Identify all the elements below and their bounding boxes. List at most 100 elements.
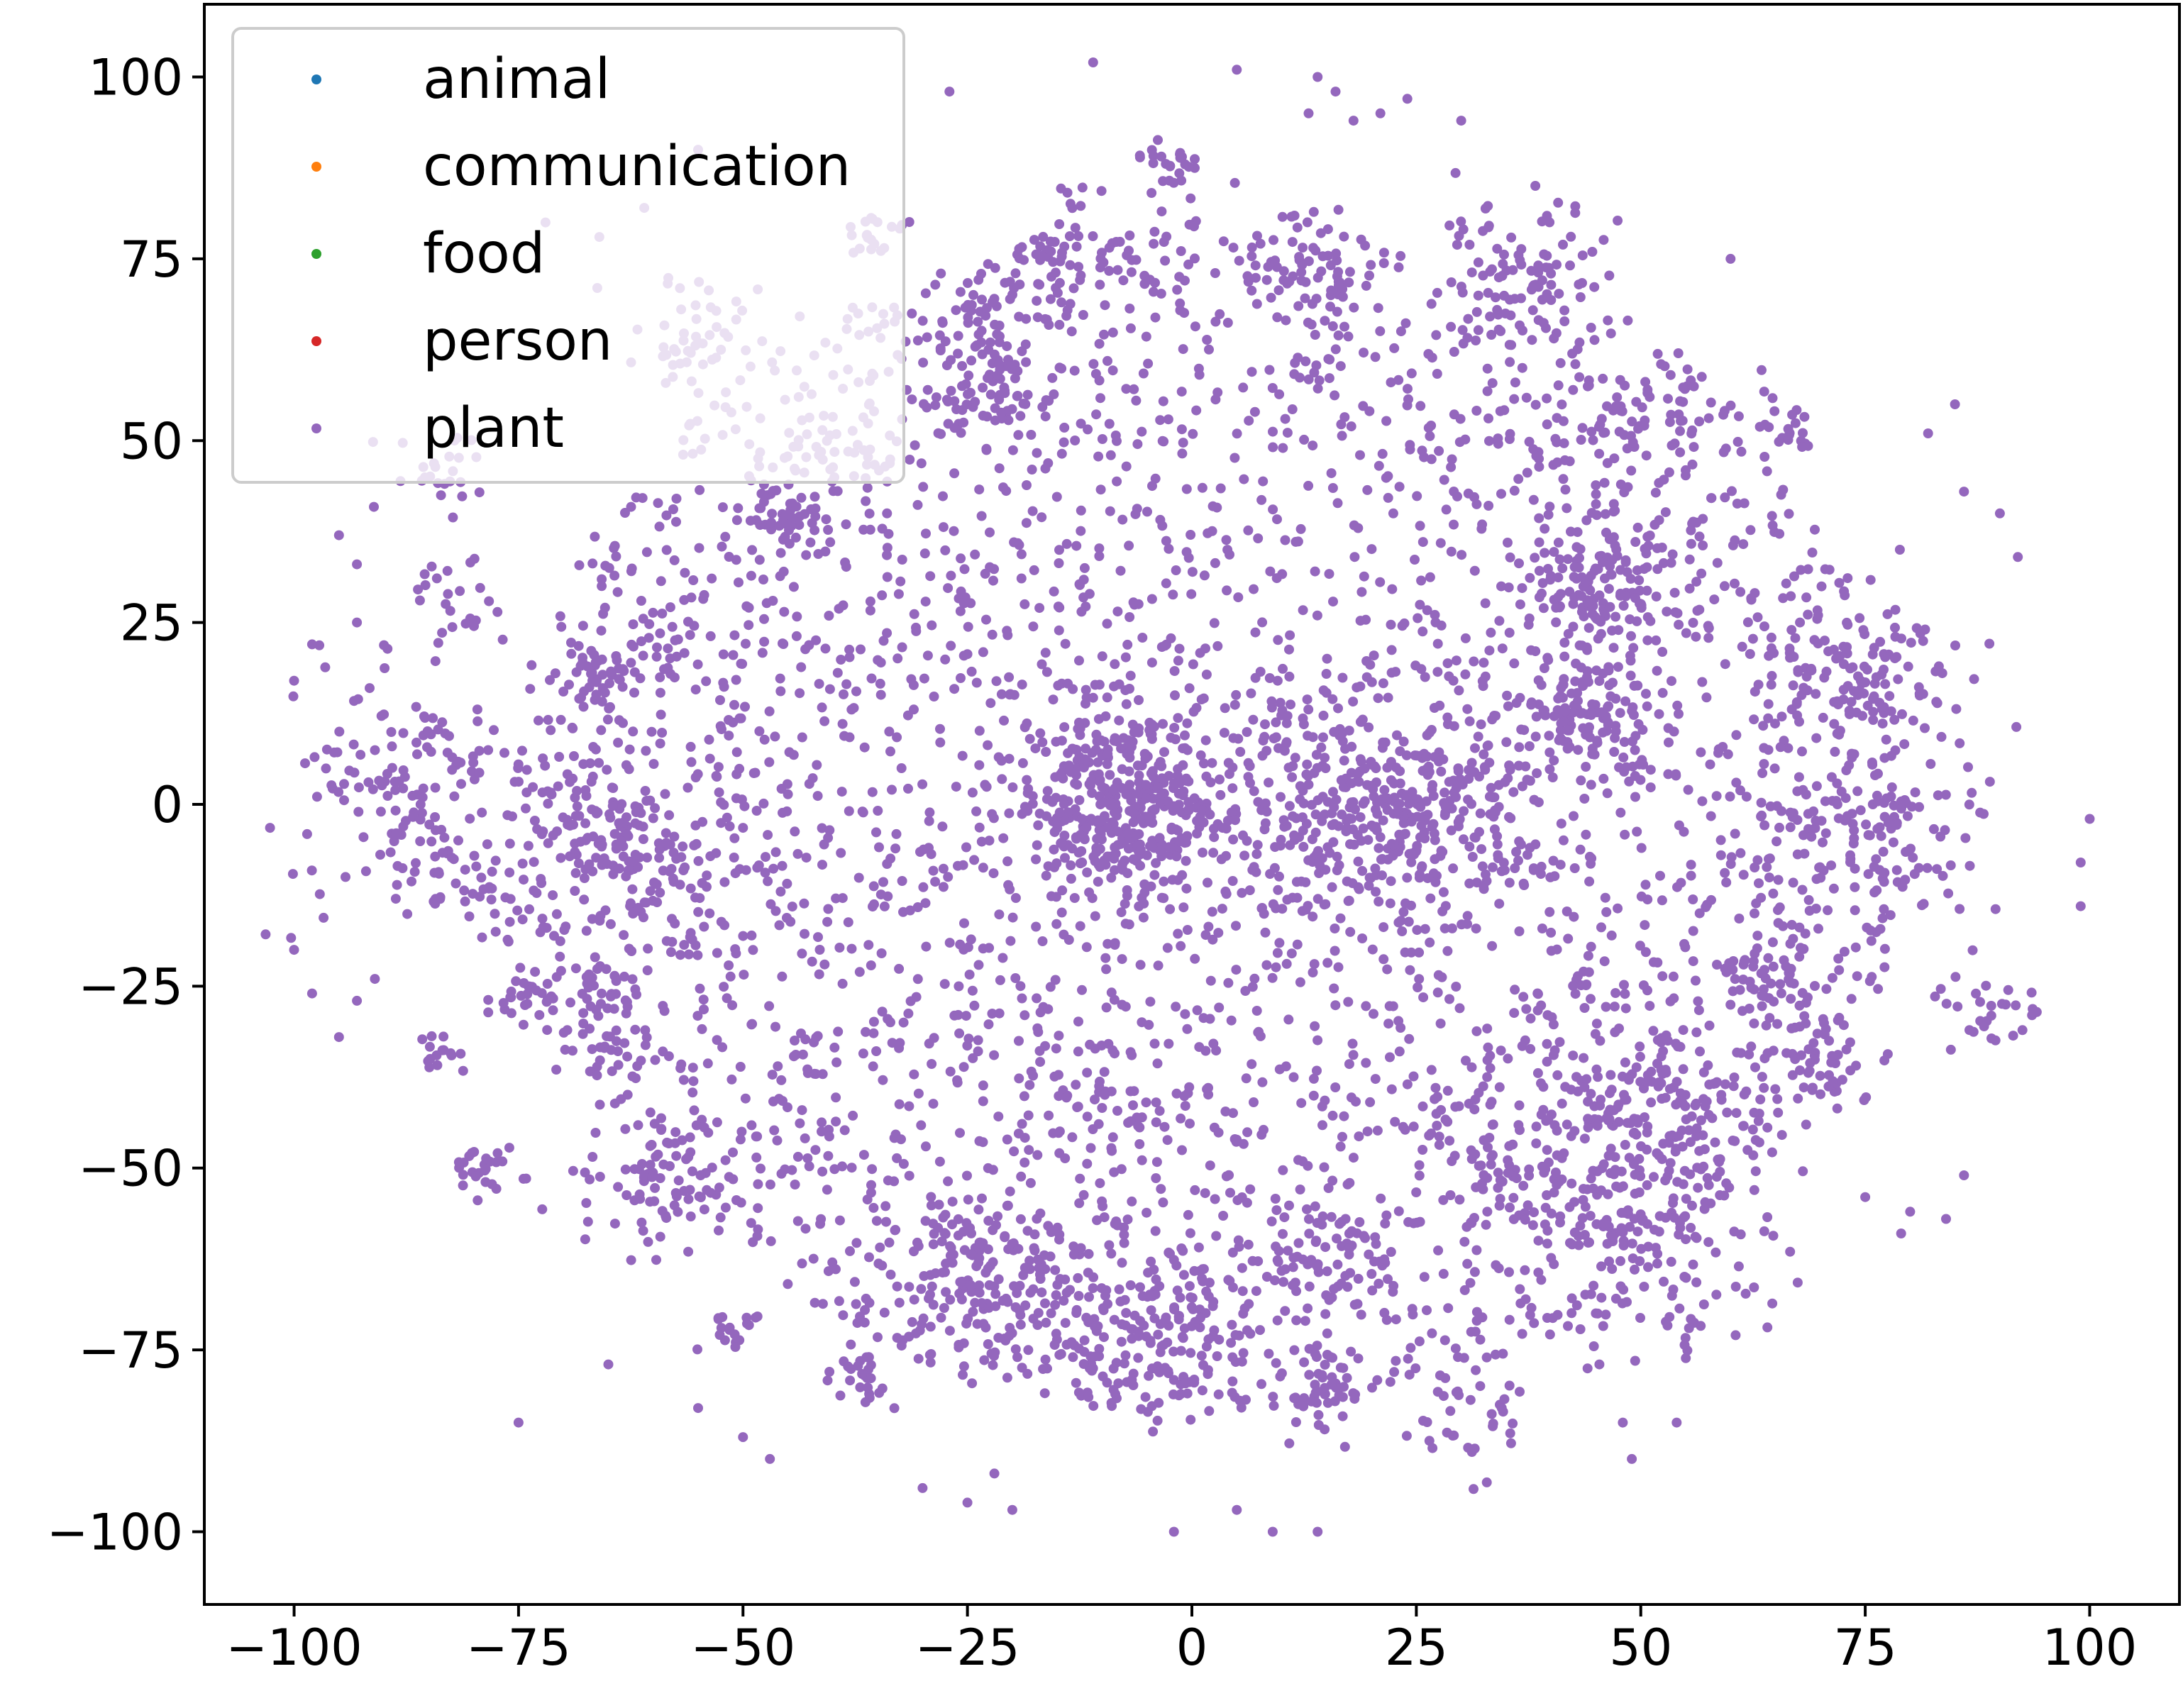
plant-point bbox=[987, 809, 997, 819]
plant-point bbox=[609, 828, 620, 839]
plant-point bbox=[386, 727, 397, 737]
plant-point bbox=[812, 791, 823, 802]
plant-point bbox=[1694, 531, 1705, 542]
plant-point bbox=[1718, 447, 1729, 458]
plant-point bbox=[1660, 1212, 1671, 1223]
plant-point bbox=[1178, 1246, 1188, 1256]
plant-point bbox=[1548, 1019, 1559, 1030]
plant-point bbox=[1320, 316, 1330, 326]
plant-point bbox=[1493, 1168, 1503, 1178]
plant-point bbox=[360, 866, 371, 877]
plant-point bbox=[1024, 1145, 1034, 1155]
plant-point bbox=[1098, 1371, 1108, 1382]
plant-point bbox=[518, 1173, 529, 1184]
plant-point bbox=[1353, 523, 1364, 533]
plant-point bbox=[1272, 948, 1283, 958]
plant-point bbox=[1816, 581, 1827, 592]
plant-point bbox=[1123, 843, 1134, 854]
plant-point bbox=[1063, 807, 1073, 818]
plant-point bbox=[1125, 1280, 1136, 1290]
plant-point bbox=[1025, 1177, 1036, 1188]
plant-point bbox=[1161, 231, 1172, 242]
plant-point bbox=[1069, 893, 1080, 903]
plant-point bbox=[1159, 1340, 1168, 1351]
plant-point bbox=[428, 713, 438, 723]
plant-point bbox=[1537, 294, 1547, 305]
plant-point bbox=[1554, 289, 1564, 299]
plant-point bbox=[1090, 745, 1101, 755]
plant-point bbox=[1302, 694, 1312, 705]
plant-point bbox=[411, 702, 421, 712]
plant-point bbox=[1504, 1141, 1515, 1151]
plant-point bbox=[1355, 812, 1366, 823]
plant-point bbox=[1469, 656, 1479, 667]
plant-point bbox=[487, 866, 497, 877]
plant-point bbox=[1629, 680, 1640, 691]
plant-point bbox=[1691, 1233, 1702, 1243]
plant-point bbox=[1134, 695, 1144, 705]
plant-point bbox=[648, 813, 658, 824]
plant-point bbox=[910, 440, 920, 450]
plant-point bbox=[1832, 1103, 1842, 1114]
plant-point bbox=[687, 1063, 698, 1073]
plant-point bbox=[1308, 911, 1318, 922]
plant-point bbox=[1586, 941, 1596, 952]
plant-point bbox=[1735, 848, 1746, 858]
plant-point bbox=[588, 742, 599, 752]
plant-point bbox=[474, 487, 485, 498]
plant-point bbox=[1591, 614, 1602, 624]
plant-point bbox=[1137, 426, 1147, 437]
plant-point bbox=[500, 892, 511, 903]
plant-point bbox=[1563, 933, 1574, 944]
plant-point bbox=[1832, 799, 1842, 809]
plant-point bbox=[1580, 577, 1591, 587]
plant-point bbox=[1031, 854, 1041, 865]
plant-point bbox=[1697, 677, 1708, 687]
plant-point bbox=[728, 650, 739, 660]
plant-point bbox=[409, 867, 420, 877]
plant-point bbox=[1074, 1343, 1084, 1354]
plant-point bbox=[1062, 187, 1073, 198]
plant-point bbox=[1308, 1090, 1319, 1101]
plant-point bbox=[1311, 294, 1322, 304]
plant-point bbox=[1173, 836, 1184, 847]
plant-point bbox=[1318, 732, 1328, 743]
plant-point bbox=[936, 1312, 946, 1323]
plant-point bbox=[1749, 1185, 1759, 1195]
plant-point bbox=[940, 545, 951, 555]
plant-point bbox=[1298, 812, 1308, 823]
plant-point bbox=[1071, 1377, 1081, 1388]
plant-point bbox=[1625, 1118, 1636, 1128]
plant-point bbox=[1641, 689, 1651, 699]
plant-point bbox=[983, 259, 993, 270]
plant-point bbox=[1124, 304, 1135, 314]
plant-point bbox=[1398, 906, 1409, 917]
plant-point bbox=[475, 582, 485, 593]
plant-point bbox=[1436, 1104, 1447, 1115]
plant-point bbox=[1772, 836, 1782, 847]
plant-point bbox=[725, 971, 736, 982]
plant-point bbox=[1464, 774, 1474, 784]
plant-point bbox=[988, 296, 997, 307]
plant-point bbox=[879, 1307, 890, 1318]
plant-point bbox=[353, 782, 364, 793]
plant-point bbox=[667, 621, 678, 632]
plant-point bbox=[1239, 850, 1250, 861]
plant-point bbox=[1635, 1256, 1645, 1266]
plant-point bbox=[1615, 590, 1625, 601]
plant-point bbox=[1975, 997, 1985, 1007]
plant-point bbox=[954, 1342, 964, 1353]
plant-point bbox=[1516, 260, 1527, 270]
plant-point bbox=[862, 482, 873, 493]
plant-point bbox=[1932, 864, 1942, 875]
plant-point bbox=[977, 1193, 987, 1204]
plant-point bbox=[935, 737, 946, 748]
plant-point bbox=[1447, 1156, 1457, 1166]
plant-point bbox=[1369, 1009, 1378, 1019]
plant-point bbox=[627, 884, 638, 894]
plant-point bbox=[966, 355, 977, 366]
plant-point bbox=[1291, 877, 1302, 887]
plant-point bbox=[416, 808, 427, 819]
plant-point bbox=[1312, 1035, 1323, 1046]
plant-point bbox=[1349, 1394, 1360, 1404]
